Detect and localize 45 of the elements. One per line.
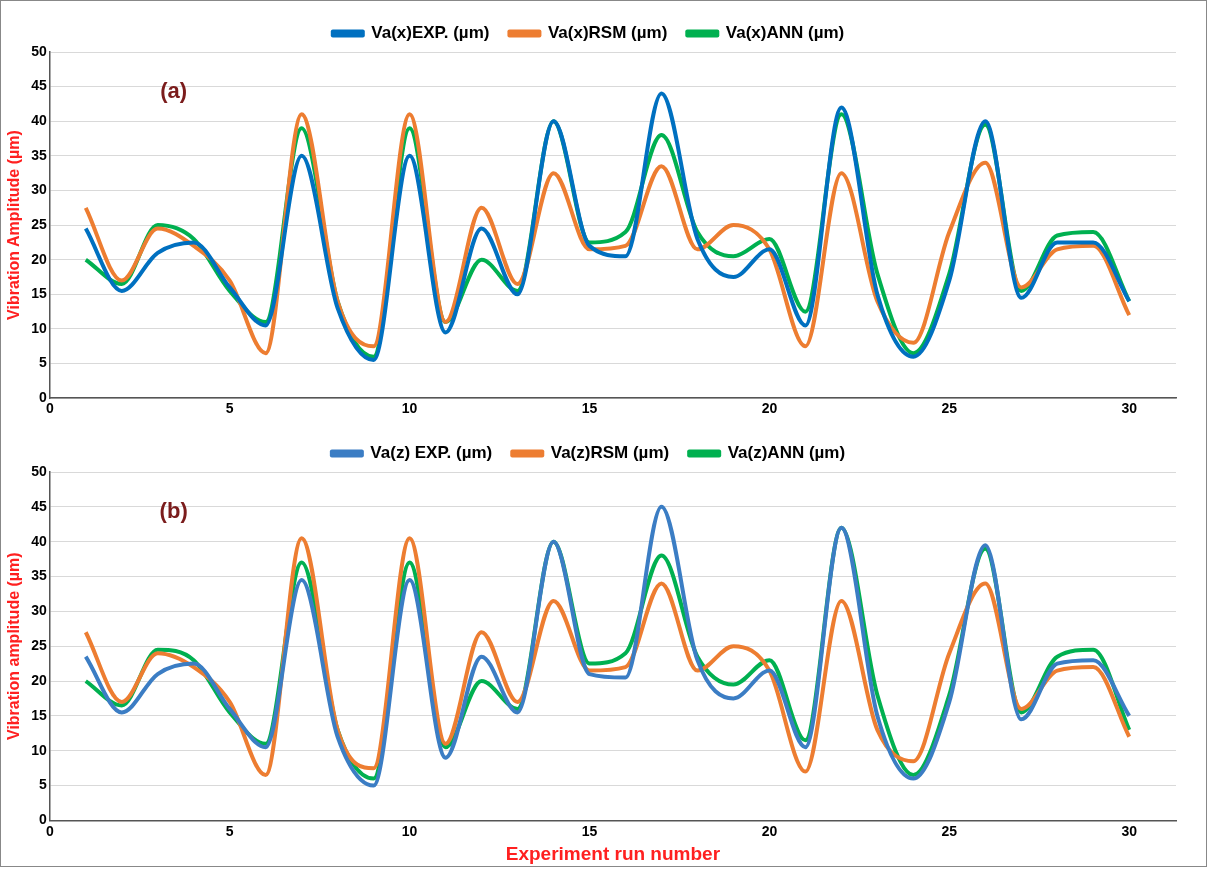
y-tick-label: 20	[31, 250, 47, 267]
y-tick-label: 5	[38, 776, 47, 793]
y-tick-label: 50	[31, 462, 47, 479]
legend-label: Va(x)EXP. (µm)	[371, 23, 490, 43]
y-tick-label: 10	[31, 741, 47, 758]
annotation: (a)	[160, 78, 188, 104]
y-tick-label: 45	[31, 77, 47, 94]
x-tick-label: 25	[941, 822, 958, 839]
y-tick-label: 40	[31, 112, 47, 129]
legend-label: Va(z) EXP. (µm)	[370, 443, 493, 463]
y-axis-title: Vibration amplitude (µm)	[5, 552, 23, 740]
x-axis-title: Experiment run number	[505, 842, 721, 864]
y-tick-label: 30	[31, 602, 47, 619]
legend-label: Va(x)ANN (µm)	[725, 23, 845, 43]
y-tick-label: 35	[31, 567, 47, 584]
y-tick-label: 0	[38, 389, 47, 406]
y-tick-label: 35	[31, 146, 47, 163]
y-tick-label: 30	[31, 181, 47, 198]
legend-label: Va(z)ANN (µm)	[727, 443, 846, 463]
x-tick-label: 5	[225, 822, 234, 839]
x-tick-label: 30	[1121, 400, 1138, 417]
x-tick-label: 25	[941, 400, 958, 417]
y-tick-label: 0	[38, 811, 47, 828]
legend-label: Va(x)RSM (µm)	[547, 23, 668, 43]
y-axis-title: Vibration Amplitude (µm)	[5, 130, 23, 320]
y-tick-label: 25	[31, 215, 47, 232]
y-tick-label: 40	[31, 532, 47, 549]
legend-label: Va(z)RSM (µm)	[550, 443, 670, 463]
y-tick-label: 20	[31, 671, 47, 688]
x-tick-label: 20	[761, 822, 778, 839]
y-tick-label: 25	[31, 637, 47, 654]
x-tick-label: 10	[401, 822, 418, 839]
annotation: (b)	[159, 498, 188, 524]
x-tick-label: 5	[225, 400, 234, 417]
y-tick-label: 15	[31, 706, 47, 723]
y-tick-label: 50	[31, 42, 47, 59]
x-tick-label: 15	[581, 822, 598, 839]
y-tick-label: 15	[31, 285, 47, 302]
x-tick-label: 30	[1121, 822, 1138, 839]
y-tick-label: 5	[38, 354, 47, 371]
y-tick-label: 10	[31, 319, 47, 336]
x-tick-label: 10	[401, 400, 418, 417]
x-tick-label: 15	[581, 400, 598, 417]
x-tick-label: 20	[761, 400, 778, 417]
y-tick-label: 45	[31, 497, 47, 514]
